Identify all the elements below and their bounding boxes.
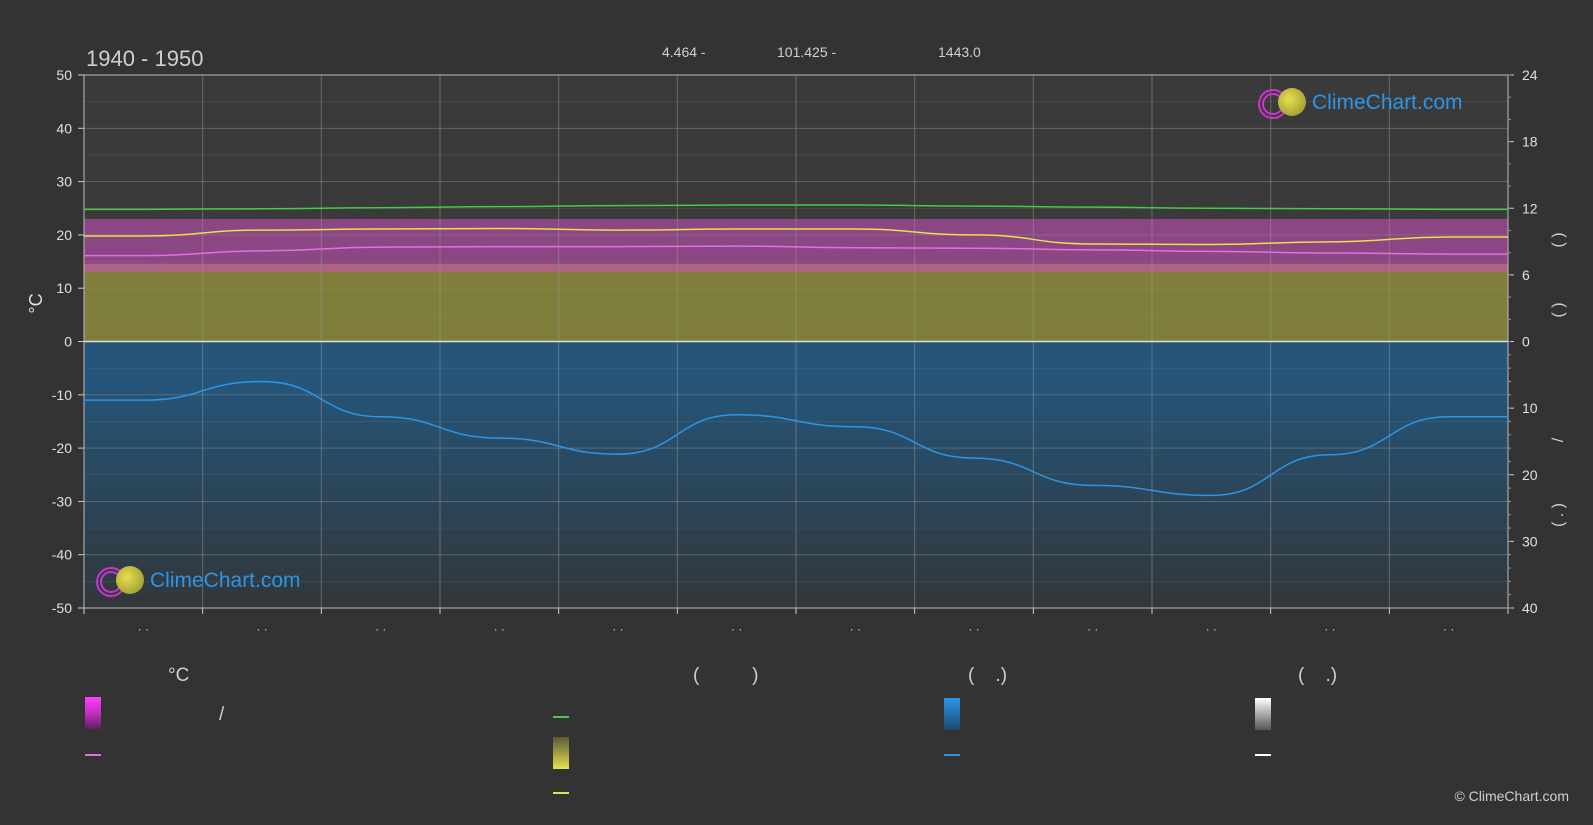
left-tick-label: -20 (52, 440, 72, 456)
left-tick-label: 0 (64, 334, 72, 350)
left-tick-label: 20 (56, 227, 72, 243)
series-temp-mean-daily (84, 227, 1508, 246)
legend-rain-swatch (944, 698, 960, 730)
legend-rain-header: ( .) (968, 665, 1008, 686)
legend-daylight-swatch (553, 716, 569, 718)
legend-temp-header: °C (168, 665, 190, 686)
legend-sunshine-line-swatch (553, 792, 569, 794)
series-temp-max-line (84, 204, 1508, 211)
month-label: · · (612, 622, 623, 636)
right-axis-label: ( ) (1550, 232, 1567, 247)
right-top-tick-label: 18 (1522, 134, 1538, 150)
legend-temp-separator: / (219, 704, 225, 725)
right-top-tick-label: 6 (1522, 267, 1530, 283)
right-bottom-tick-label: 40 (1522, 600, 1538, 616)
legend-temp-range-swatch (85, 697, 101, 729)
right-top-tick-label: 24 (1522, 67, 1538, 83)
right-top-tick-label: 0 (1522, 334, 1530, 350)
brand-logo-bottom[interactable]: ClimeChart.com (96, 566, 301, 597)
legend-temp-mean-swatch (85, 754, 101, 756)
left-tick-label: -50 (52, 600, 72, 616)
left-axis-label: °C (26, 293, 46, 313)
legend-snow-swatch (1255, 698, 1271, 730)
latitude-value: 4.464 - (662, 44, 706, 60)
climechart-logo-icon (96, 566, 146, 597)
right-bottom-tick-label: 30 (1522, 533, 1538, 549)
period-title: 1940 - 1950 (86, 46, 204, 71)
right-top-tick-label: 12 (1522, 200, 1538, 216)
month-label: · · (850, 622, 861, 636)
longitude-value: 101.425 - (777, 44, 837, 60)
left-tick-label: 10 (56, 280, 72, 296)
left-tick-label: -30 (52, 493, 72, 509)
left-tick-label: 50 (56, 67, 72, 83)
month-label: · · (1087, 622, 1098, 636)
legend-snow-header: ( .) (1298, 665, 1338, 686)
climechart-logo-icon (1258, 88, 1308, 119)
month-label: · · (731, 622, 742, 636)
left-tick-label: 30 (56, 174, 72, 190)
legend-snow-line-swatch (1255, 754, 1271, 756)
right-axis-label: / (1550, 437, 1567, 442)
right-axis-label: ( ) (1550, 302, 1567, 317)
series-temp-min-line (83, 245, 1508, 257)
month-label: · · (1443, 622, 1454, 636)
series-precip-mm (84, 380, 1508, 497)
brand-logo-top[interactable]: ClimeChart.com (1258, 88, 1463, 119)
month-label: · · (968, 622, 979, 636)
right-axis-label: ( . ) (1550, 503, 1567, 527)
elevation-value: 1443.0 (938, 44, 981, 60)
copyright: © ClimeChart.com (1454, 788, 1569, 804)
legend-sunshine-swatch (553, 737, 569, 769)
month-label: · · (256, 622, 267, 636)
right-bottom-tick-label: 10 (1522, 400, 1538, 416)
month-label: · · (1206, 622, 1217, 636)
left-tick-label: 40 (56, 120, 72, 136)
month-label: · · (494, 622, 505, 636)
legend-sun-header: ( ) (693, 665, 759, 686)
brand-name: ClimeChart.com (1312, 91, 1463, 114)
month-label: · · (138, 622, 149, 636)
right-bottom-tick-label: 20 (1522, 467, 1538, 483)
brand-name: ClimeChart.com (150, 569, 301, 592)
month-label: · · (1324, 622, 1335, 636)
left-tick-label: -10 (52, 387, 72, 403)
left-tick-label: -40 (52, 547, 72, 563)
month-label: · · (375, 622, 386, 636)
legend-rain-line-swatch (944, 754, 960, 756)
